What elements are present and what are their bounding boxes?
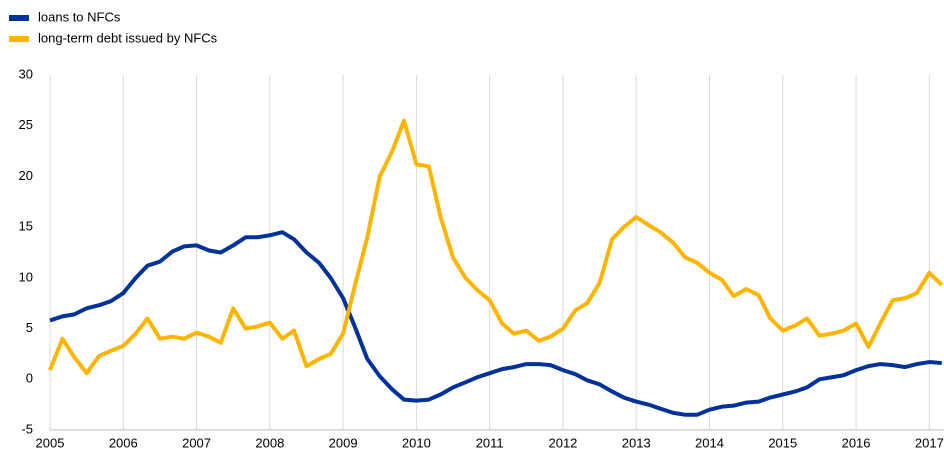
x-tick-label: 2007 [182,435,211,450]
y-tick-label: 20 [19,168,33,183]
y-tick-label: 10 [19,269,33,284]
x-tick-label: 2016 [842,435,871,450]
legend-label: long-term debt issued by NFCs [38,30,218,45]
x-tick-label: 2017 [915,435,944,450]
y-tick-label: 15 [19,219,33,234]
series-line [48,118,944,376]
x-tick-label: 2006 [109,435,138,450]
y-tick-label: 0 [26,371,33,386]
x-tick-label: 2013 [622,435,651,450]
x-tick-label: 2009 [329,435,358,450]
y-tick-label: 5 [26,320,33,335]
x-tick-label: 2010 [402,435,431,450]
y-tick-label: 25 [19,117,33,132]
x-tick-label: 2012 [548,435,577,450]
y-tick-label: 30 [19,66,33,81]
x-tick-label: 2005 [36,435,65,450]
x-tick-label: 2011 [476,435,504,450]
legend-label: loans to NFCs [38,9,121,24]
y-tick-label: -5 [21,421,33,436]
x-tick-label: 2014 [695,435,724,450]
legend-swatch [9,36,29,42]
x-tick-label: 2008 [255,435,284,450]
legend-swatch [9,15,29,21]
x-tick-label: 2015 [768,435,797,450]
series-line [49,230,942,417]
